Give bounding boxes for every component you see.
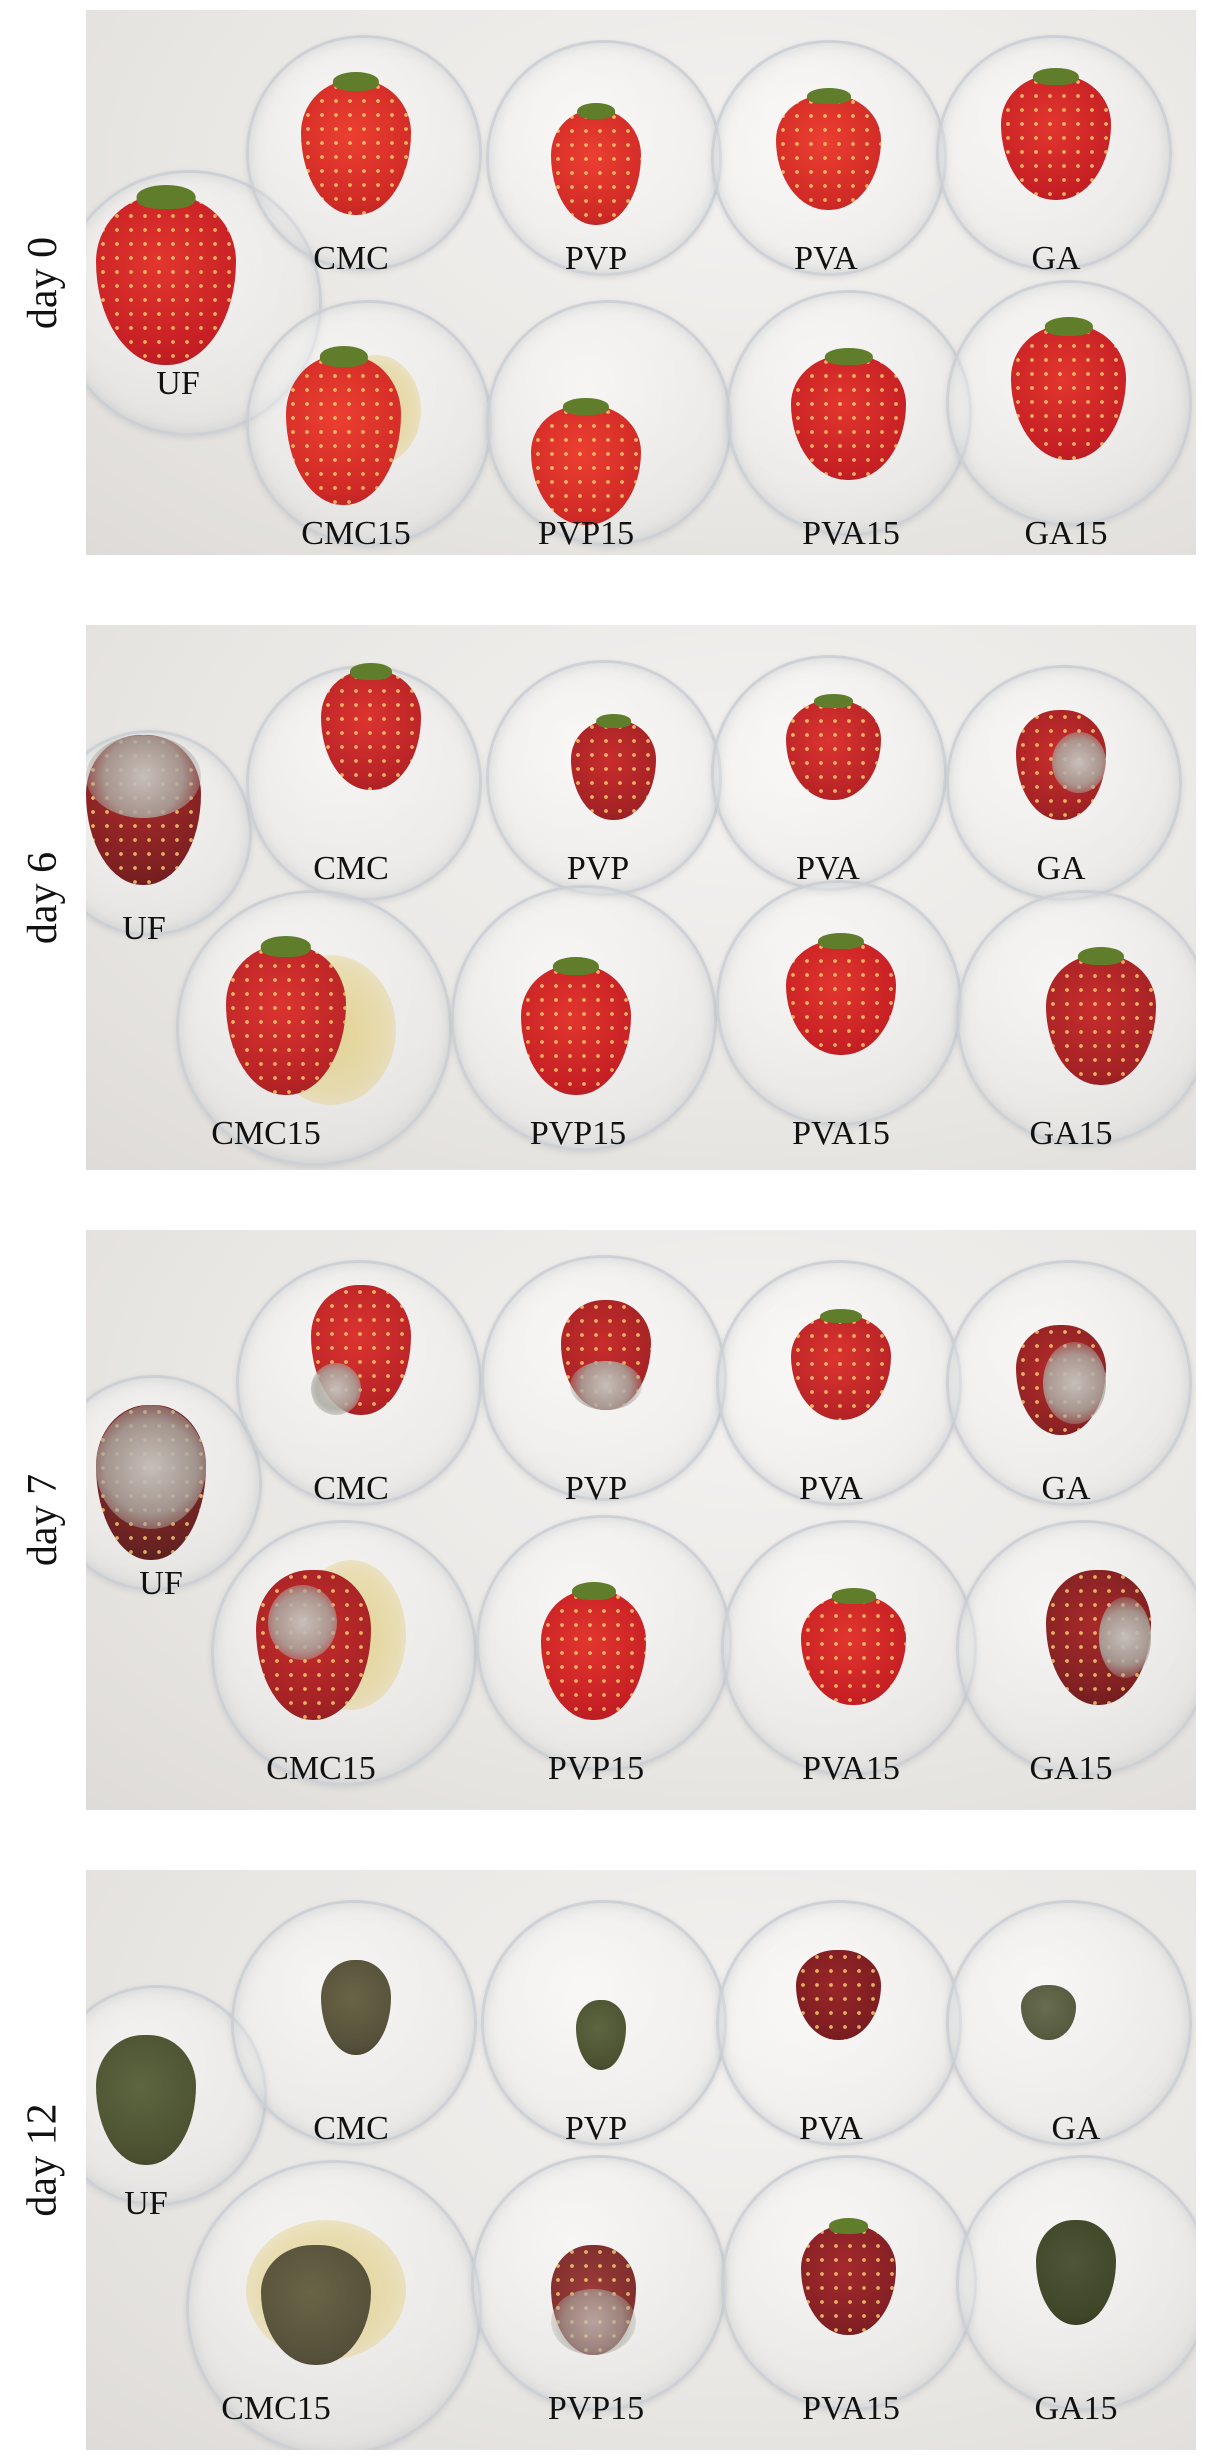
label-pvp15: PVP15 — [547, 2390, 645, 2427]
label-pvp: PVP — [564, 2110, 628, 2147]
label-cmc15: CMC15 — [301, 515, 411, 552]
label-ga15: GA15 — [1024, 515, 1108, 552]
strawberry-ga — [1016, 710, 1106, 820]
label-uf: UF — [122, 910, 166, 947]
label-pvp15: PVP15 — [537, 515, 635, 552]
label-pva15: PVA15 — [802, 515, 900, 552]
label-uf: UF — [124, 2185, 168, 2222]
strawberry-cmc — [321, 1960, 391, 2055]
strawberry-cmc15 — [256, 1570, 371, 1720]
strawberry-cmc — [321, 662, 421, 790]
strawberry-ga15 — [1011, 316, 1126, 460]
label-cmc15: CMC15 — [266, 1750, 376, 1787]
strawberry-ga15 — [1046, 1570, 1151, 1705]
strawberry-pva — [796, 1950, 881, 2040]
label-ga: GA — [1036, 850, 1086, 887]
label-pva: PVA — [799, 1470, 863, 1507]
label-pvp15: PVP15 — [547, 1750, 645, 1787]
photo-panel-day-6: UF CMC PVP PVA GA CMC15 PVP15 PVA15 GA15 — [86, 625, 1196, 1170]
label-pvp: PVP — [564, 1470, 628, 1507]
strawberry-pvp — [551, 103, 641, 225]
strawberry-uf — [96, 2035, 196, 2165]
strawberry-pvp — [576, 2000, 626, 2070]
strawberry-ga15 — [1046, 947, 1156, 1085]
label-cmc: CMC — [313, 2110, 389, 2147]
day-label-12: day 12 — [20, 2103, 66, 2217]
strawberry-cmc15 — [226, 936, 346, 1095]
petri-dish-ga15 — [956, 2155, 1196, 2411]
petri-dish-cmc15 — [186, 2160, 482, 2450]
strawberry-pvp15 — [531, 397, 641, 525]
label-ga: GA — [1041, 1470, 1091, 1507]
strawberry-pvp15 — [541, 1582, 646, 1720]
label-cmc: CMC — [313, 1470, 389, 1507]
strawberry-pva15 — [801, 2218, 896, 2335]
label-ga: GA — [1031, 240, 1081, 277]
label-pvp: PVP — [566, 850, 630, 887]
strawberry-pvp — [561, 1300, 651, 1410]
label-pvp15: PVP15 — [529, 1115, 627, 1152]
strawberry-ga — [1021, 1985, 1076, 2040]
label-pva15: PVA15 — [792, 1115, 890, 1152]
strawberry-pvp — [571, 714, 656, 820]
strawberry-ga15 — [1036, 2220, 1116, 2325]
strawberry-uf — [86, 735, 201, 885]
photo-panel-day-12: UF CMC PVP PVA GA CMC15 PVP15 PVA15 GA15 — [86, 1870, 1196, 2450]
label-cmc: CMC — [313, 240, 389, 277]
label-pva: PVA — [799, 2110, 863, 2147]
strawberry-pva — [786, 694, 881, 800]
label-cmc15: CMC15 — [221, 2390, 331, 2427]
strawberry-pva — [776, 88, 881, 210]
label-ga15: GA15 — [1034, 2390, 1118, 2427]
strawberry-cmc15 — [261, 2245, 371, 2365]
strawberry-cmc15 — [286, 346, 401, 505]
label-uf: UF — [156, 365, 200, 402]
label-pva: PVA — [794, 240, 858, 277]
strawberry-cmc — [311, 1285, 411, 1415]
strawberry-ga — [1001, 67, 1111, 200]
strawberry-pvp15 — [521, 957, 631, 1095]
strawberry-pva15 — [801, 1588, 906, 1705]
label-pva15: PVA15 — [802, 2390, 900, 2427]
label-ga15: GA15 — [1029, 1750, 1113, 1787]
strawberry-pvp15 — [551, 2245, 636, 2355]
label-ga: GA — [1051, 2110, 1101, 2147]
photo-panel-day-7: UF CMC PVP PVA GA CMC15 PVP15 PVA15 GA15 — [86, 1230, 1196, 1810]
label-pvp: PVP — [564, 240, 628, 277]
day-label-0: day 0 — [20, 236, 66, 329]
label-cmc15: CMC15 — [211, 1115, 321, 1152]
strawberry-ga — [1016, 1325, 1106, 1435]
strawberry-pva15 — [791, 347, 906, 480]
photo-panel-day-0: UF CMC PVP PVA GA CMC15 PVP15 PVA15 GA15 — [86, 10, 1196, 555]
label-pva15: PVA15 — [802, 1750, 900, 1787]
strawberry-pva15 — [786, 933, 896, 1055]
strawberry-uf — [96, 184, 236, 365]
day-label-7: day 7 — [20, 1473, 66, 1567]
strawberry-cmc — [301, 71, 411, 215]
label-uf: UF — [139, 1565, 183, 1602]
day-label-6: day 6 — [20, 851, 66, 944]
label-cmc: CMC — [313, 850, 389, 887]
strawberry-pva — [791, 1308, 891, 1420]
label-ga15: GA15 — [1029, 1115, 1113, 1152]
strawberry-uf — [96, 1405, 206, 1560]
